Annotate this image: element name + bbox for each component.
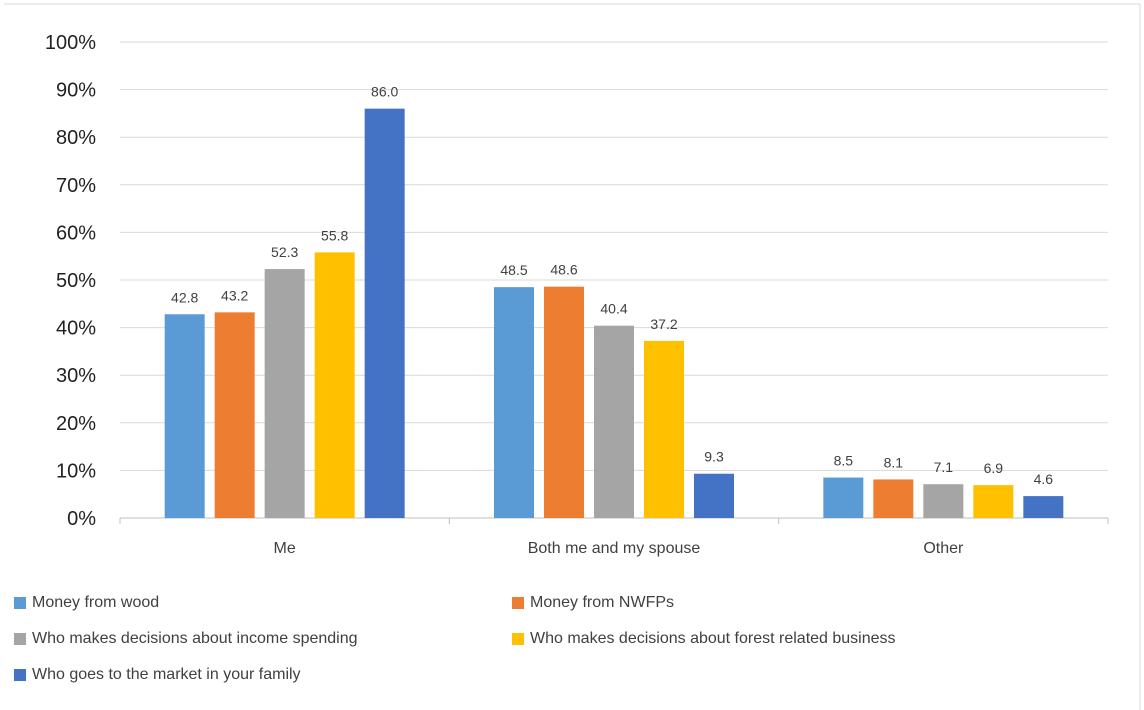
data-label: 7.1: [934, 459, 954, 475]
data-labels: 42.8 43.2 52.3 55.8 86.0 48.5 48.6 40.4 37.2 9.3 8…: [171, 84, 1053, 487]
bar: [494, 287, 534, 518]
data-label: 4.6: [1034, 471, 1054, 487]
data-label: 40.4: [600, 301, 627, 317]
bar: [214, 312, 255, 518]
y-tick-label: 60%: [56, 222, 96, 244]
data-label: 9.3: [704, 449, 724, 465]
y-tick-label: 10%: [56, 460, 96, 482]
bar: [594, 325, 634, 518]
bar: [544, 286, 584, 518]
bars: [164, 108, 1064, 518]
bar: [973, 485, 1014, 518]
y-tick-label: 50%: [56, 270, 96, 292]
data-label: 48.5: [500, 262, 527, 278]
data-label: 43.2: [221, 287, 248, 303]
y-tick-label: 90%: [56, 80, 96, 102]
x-category-label: Both me and my spouse: [528, 540, 701, 557]
bar: [1023, 496, 1064, 518]
data-label: 6.9: [984, 460, 1004, 476]
bar: [164, 314, 205, 518]
data-label: 48.6: [550, 262, 577, 278]
data-label: 8.5: [834, 453, 854, 469]
data-label: 52.3: [271, 244, 298, 260]
y-tick-label: 20%: [56, 413, 96, 435]
y-tick-label: 80%: [56, 127, 96, 149]
y-axis-ticks: 0% 10% 20% 30% 40% 50% 60% 70% 80% 90% 100%: [45, 32, 96, 530]
bar: [314, 252, 355, 518]
y-tick-label: 30%: [56, 365, 96, 387]
y-tick-label: 100%: [45, 32, 96, 54]
bar: [923, 484, 964, 518]
x-category-label: Me: [274, 540, 296, 557]
bar: [644, 340, 684, 518]
x-category-label: Other: [923, 540, 964, 557]
bar: [873, 479, 914, 518]
y-tick-label: 0%: [67, 508, 96, 530]
bar: [694, 473, 734, 518]
data-label: 37.2: [650, 316, 677, 332]
data-label: 55.8: [321, 227, 348, 243]
data-label: 86.0: [371, 84, 398, 100]
bar: [364, 108, 405, 518]
y-tick-label: 40%: [56, 318, 96, 340]
y-tick-label: 70%: [56, 175, 96, 197]
x-axis-categories: Me Both me and my spouse Other: [274, 540, 964, 557]
bar: [823, 477, 864, 518]
bar: [264, 269, 305, 518]
data-label: 8.1: [884, 454, 904, 470]
data-label: 42.8: [171, 289, 198, 305]
